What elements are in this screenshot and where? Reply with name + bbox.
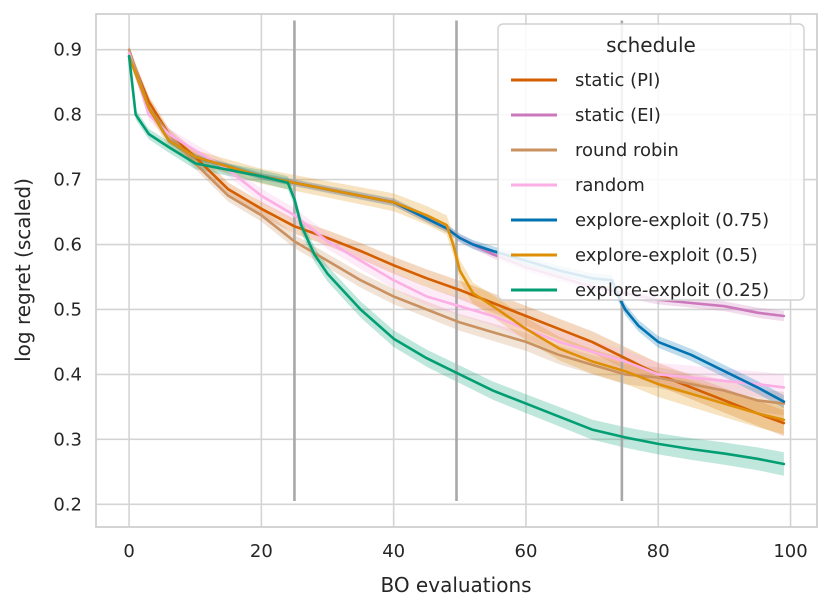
x-tick-label: 80 [647,541,670,562]
x-tick-label: 100 [773,541,807,562]
y-tick-label: 0.2 [53,494,82,515]
band-explore-exploit-0-5 [129,50,784,435]
legend-label-static-pi: static (PI) [575,70,660,91]
y-tick-label: 0.6 [53,235,82,256]
y-tick-label: 0.7 [53,170,82,191]
line-explore-exploit-0-25 [127,54,786,466]
legend-label-explore-exploit-0-75: explore-exploit (0.75) [575,210,769,231]
x-axis-label: BO evaluations [380,573,531,597]
y-tick-label: 0.8 [53,105,82,126]
plot-frame [95,13,818,528]
y-tick-label: 0.4 [53,364,82,385]
legend-title: schedule [606,33,696,57]
legend-box [497,23,805,301]
y-tick-label: 0.9 [53,40,82,61]
line-random [127,51,786,389]
legend: schedule static (PI) static (EI) round rob… [497,23,805,301]
x-tick-label: 0 [123,541,134,562]
x-tick-label: 60 [515,541,538,562]
band-explore-exploit-0-75 [129,53,784,409]
legend-label-explore-exploit-0-5: explore-exploit (0.5) [575,245,758,266]
legend-label-static-ei: static (EI) [575,105,661,126]
x-tick-label: 20 [250,541,273,562]
legend-label-round-robin: round robin [575,140,679,161]
x-tick-label: 40 [382,541,405,562]
legend-items: static (PI) static (EI) round robin random e… [511,70,769,301]
x-tick-labels: 0 20 40 60 80 100 [123,541,807,562]
series-lines [127,48,786,466]
legend-label-random: random [575,175,645,196]
line-explore-exploit-0-5 [127,54,786,422]
legend-label-explore-exploit-0-25: explore-exploit (0.25) [575,280,769,301]
y-axis-label: log regret (scaled) [11,178,35,362]
y-tick-label: 0.3 [53,429,82,450]
y-tick-labels: 0.2 0.3 0.4 0.5 0.6 0.7 0.8 0.9 [53,40,82,516]
line-round-robin [127,48,786,405]
y-tick-label: 0.5 [53,299,82,320]
